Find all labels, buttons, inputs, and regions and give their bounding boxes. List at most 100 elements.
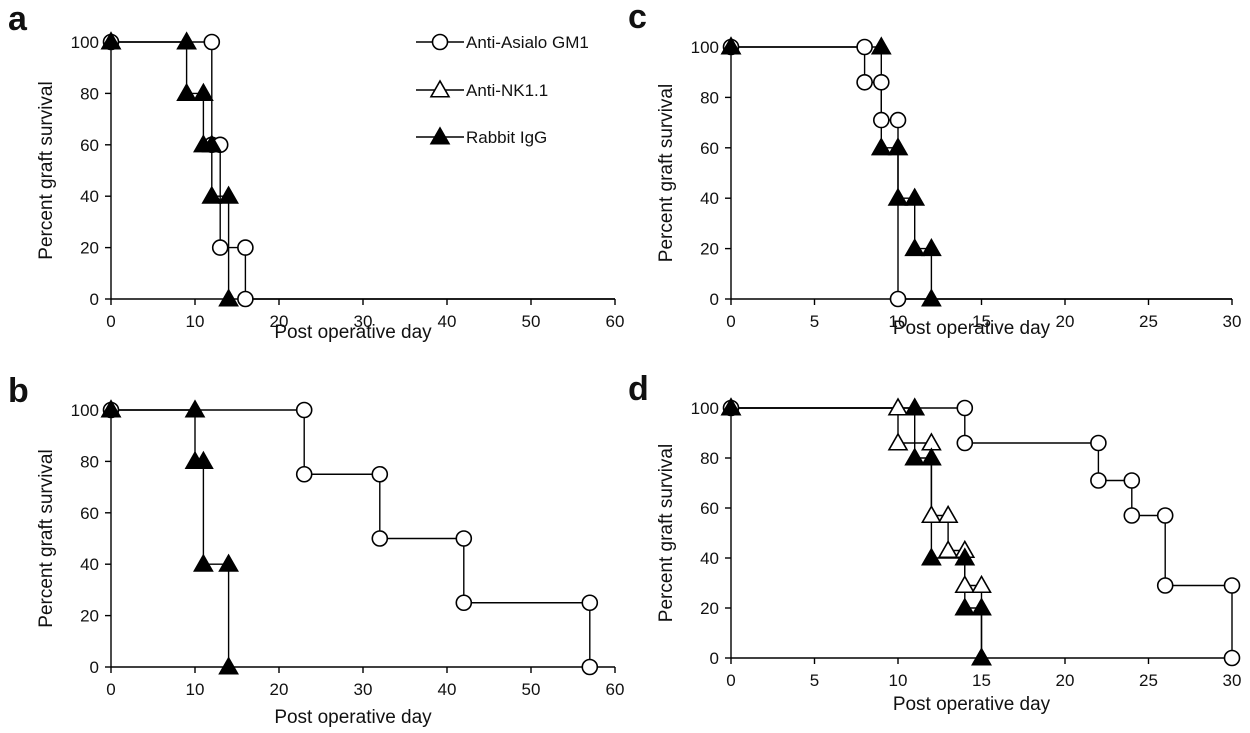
data-point-rabbit-igg xyxy=(887,137,909,156)
data-point-anti-asialo-gm1 xyxy=(956,399,974,417)
data-point-anti-asialo-gm1 xyxy=(211,239,229,256)
x-tick-label: 20 xyxy=(270,312,289,331)
data-point-rabbit-igg xyxy=(971,597,992,616)
data-point-anti-nk1-1 xyxy=(937,539,959,559)
data-point-anti-asialo-gm1 xyxy=(295,465,313,483)
x-tick-label: 60 xyxy=(606,680,625,699)
data-point-anti-asialo-gm1 xyxy=(956,434,974,452)
panel-a: a 0 10 20 30 40 50 60 0 20 40 60 80 100 Post operative… xyxy=(8,0,624,343)
x-tick-label: 30 xyxy=(354,312,373,331)
data-point-anti-asialo-gm1 xyxy=(872,111,890,129)
data-point-rabbit-igg xyxy=(218,185,239,204)
panel-letter: a xyxy=(8,0,28,38)
series-line-rabbit-igg xyxy=(731,407,983,658)
legend-label-anti-nk1-1: Anti-NK1.1 xyxy=(466,81,548,100)
y-tick-label: 40 xyxy=(700,189,719,208)
panel-d: d 0 5 10 15 20 25 30 0 20 40 60 80 100 Post operative … xyxy=(628,370,1241,715)
series-line-rabbit-igg xyxy=(111,41,230,299)
x-tick-label: 0 xyxy=(726,671,735,690)
y-tick-label: 80 xyxy=(80,84,99,103)
y-tick-label: 20 xyxy=(80,607,99,626)
x-tick-label: 50 xyxy=(522,312,541,331)
data-point-rabbit-igg xyxy=(720,36,742,55)
series-line-anti-nk1-1 xyxy=(731,407,983,658)
data-point-rabbit-igg xyxy=(904,237,926,257)
x-tick-label: 20 xyxy=(1056,671,1075,690)
x-tick-label: 5 xyxy=(810,671,819,690)
x-tick-label: 40 xyxy=(438,680,457,699)
data-point-rabbit-igg xyxy=(971,647,992,666)
data-point-rabbit-igg xyxy=(193,82,214,101)
legend-label-anti-asialo-gm1: Anti-Asialo GM1 xyxy=(466,33,589,52)
y-tick-label: 20 xyxy=(700,240,719,259)
x-axis-title: Post operative day xyxy=(893,694,1051,715)
data-point-anti-asialo-gm1 xyxy=(856,38,873,56)
y-tick-label: 0 xyxy=(90,290,99,309)
y-tick-label: 100 xyxy=(71,33,99,52)
data-point-anti-asialo-gm1 xyxy=(889,290,907,308)
data-point-anti-asialo-gm1 xyxy=(455,530,473,547)
legend-marker-rabbit-igg xyxy=(429,126,451,145)
data-point-rabbit-igg xyxy=(870,36,892,55)
y-axis-title: Percent graft survival xyxy=(656,444,677,622)
data-point-anti-asialo-gm1 xyxy=(1123,507,1141,524)
series-line-rabbit-igg xyxy=(111,409,230,667)
y-tick-label: 80 xyxy=(80,452,99,471)
data-point-rabbit-igg xyxy=(921,547,942,566)
x-tick-label: 25 xyxy=(1139,312,1158,331)
panel-b: b 0 10 20 30 40 50 60 0 20 40 60 80 100 Post operative… xyxy=(8,372,624,728)
data-point-rabbit-igg xyxy=(904,187,926,206)
data-point-anti-nk1-1 xyxy=(921,504,942,524)
x-tick-label: 10 xyxy=(186,680,205,699)
data-point-rabbit-igg xyxy=(218,553,239,572)
data-point-anti-asialo-gm1 xyxy=(455,594,473,612)
data-point-rabbit-igg xyxy=(218,656,239,675)
x-tick-label: 20 xyxy=(270,680,289,699)
y-axis-title: Percent graft survival xyxy=(36,449,57,627)
data-point-anti-asialo-gm1 xyxy=(295,401,313,419)
y-axis-title: Percent graft survival xyxy=(36,81,57,259)
data-point-rabbit-igg xyxy=(184,399,206,418)
y-tick-label: 80 xyxy=(700,449,719,468)
data-point-rabbit-igg xyxy=(921,237,942,257)
data-point-anti-asialo-gm1 xyxy=(872,73,890,91)
data-point-anti-asialo-gm1 xyxy=(856,73,873,91)
data-point-anti-asialo-gm1 xyxy=(1123,472,1141,489)
data-point-anti-asialo-gm1 xyxy=(889,111,907,129)
data-point-rabbit-igg xyxy=(218,288,239,307)
data-point-rabbit-igg xyxy=(904,397,926,416)
data-point-rabbit-igg xyxy=(193,553,214,572)
x-tick-label: 10 xyxy=(889,312,908,331)
legend-label-rabbit-igg: Rabbit IgG xyxy=(466,128,547,147)
y-tick-label: 20 xyxy=(80,239,99,258)
y-tick-label: 80 xyxy=(700,88,719,107)
data-point-anti-asialo-gm1 xyxy=(581,658,599,676)
x-tick-label: 30 xyxy=(1223,671,1242,690)
y-tick-label: 40 xyxy=(700,549,719,568)
data-point-anti-asialo-gm1 xyxy=(203,33,221,51)
y-tick-label: 100 xyxy=(691,38,719,57)
y-axis-title: Percent graft survival xyxy=(656,84,677,262)
x-tick-label: 20 xyxy=(1056,312,1075,331)
panel-letter: d xyxy=(628,370,649,408)
data-point-rabbit-igg xyxy=(954,597,976,616)
data-point-anti-nk1-1 xyxy=(937,504,959,524)
data-point-anti-asialo-gm1 xyxy=(1090,434,1107,452)
data-point-rabbit-igg xyxy=(954,547,976,566)
y-tick-label: 60 xyxy=(700,139,719,158)
data-point-anti-nk1-1 xyxy=(887,397,909,416)
y-tick-label: 100 xyxy=(71,401,99,420)
x-tick-label: 0 xyxy=(106,312,115,331)
x-tick-label: 15 xyxy=(972,312,991,331)
x-axis-title: Post operative day xyxy=(274,707,432,728)
x-axis-title: Post operative day xyxy=(274,322,432,343)
panel-c: c 0 5 10 15 20 25 30 0 20 40 60 80 100 Post operative … xyxy=(628,0,1241,339)
y-tick-label: 60 xyxy=(80,504,99,523)
y-tick-label: 100 xyxy=(691,399,719,418)
data-point-anti-asialo-gm1 xyxy=(237,290,254,308)
x-tick-label: 0 xyxy=(106,680,115,699)
legend: Anti-Asialo GM1 Anti-NK1.1 Rabbit IgG xyxy=(416,33,589,147)
x-tick-label: 60 xyxy=(606,312,625,331)
